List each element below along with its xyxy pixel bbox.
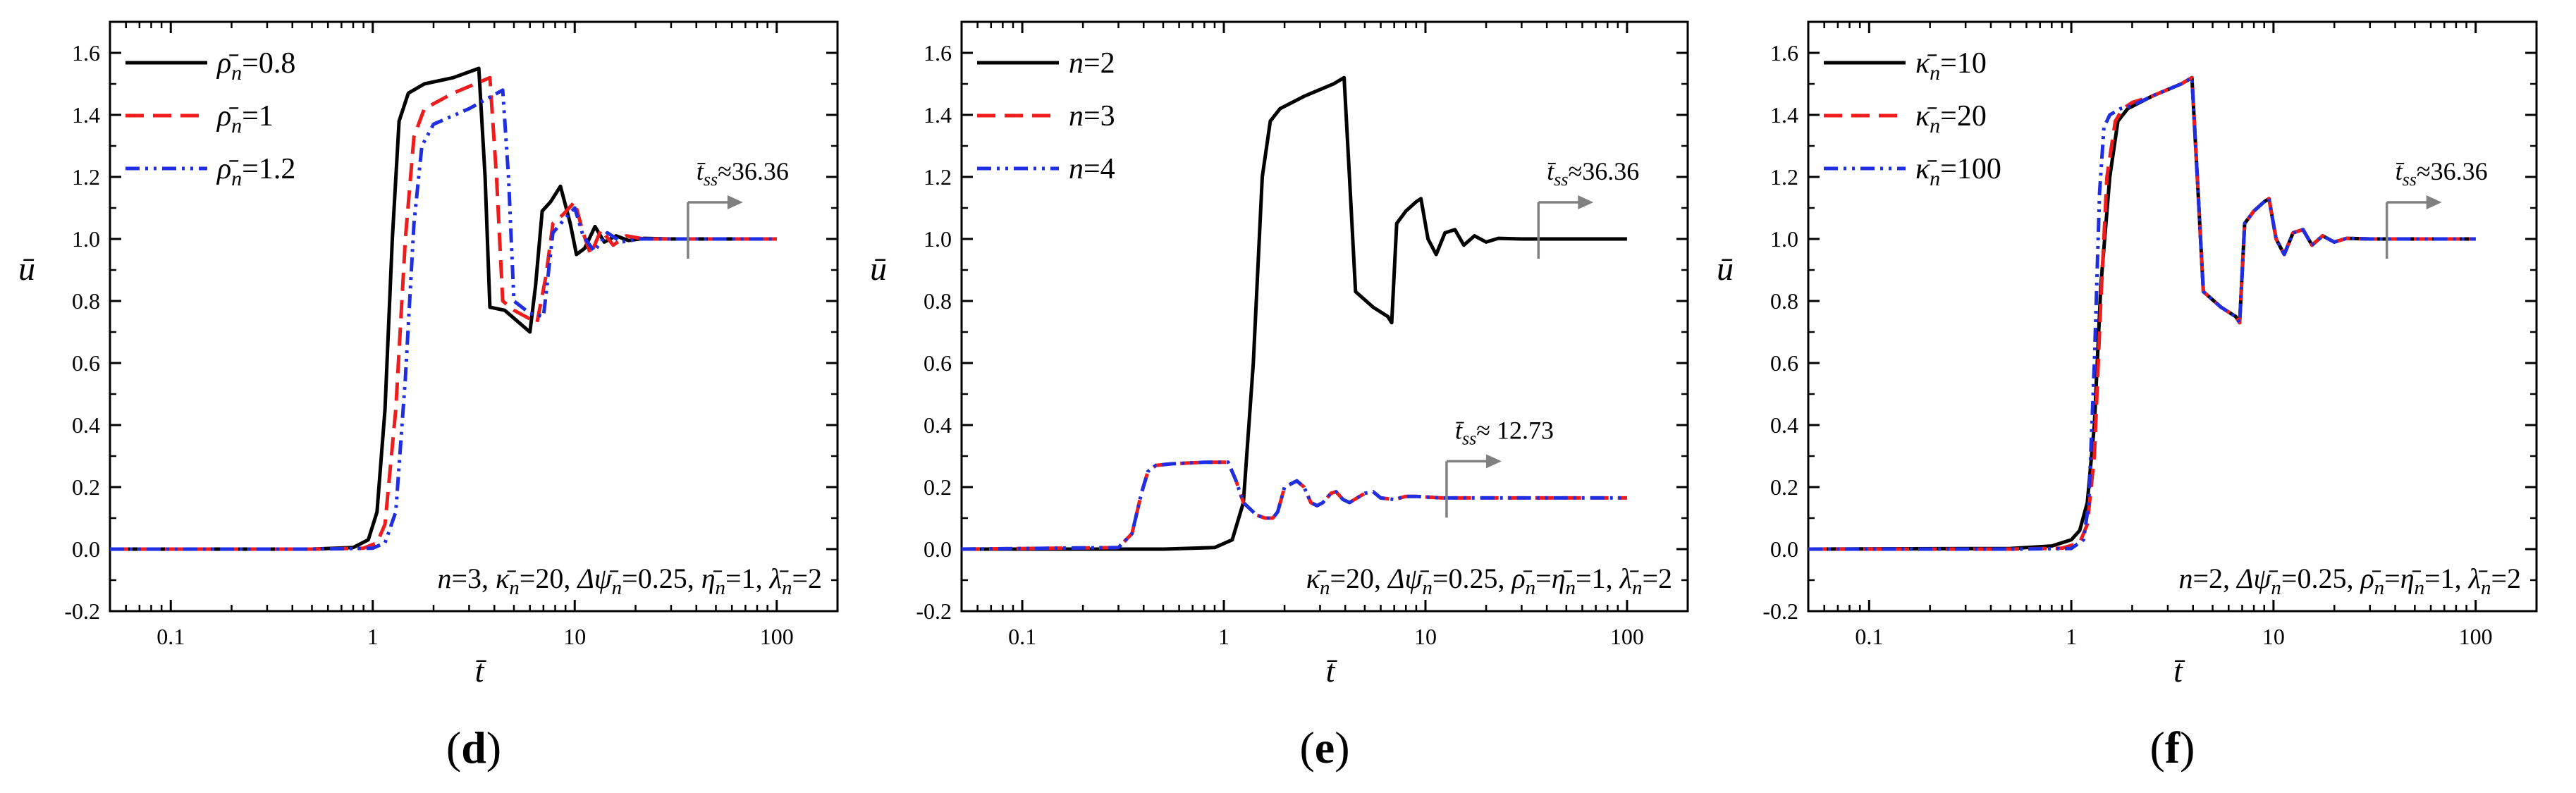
series-line-2 bbox=[1808, 75, 2476, 551]
y-tick-label: 1.2 bbox=[72, 164, 100, 190]
legend-label-1: κ̄n=10 bbox=[1915, 47, 1987, 85]
panel-label-e: (e) bbox=[1299, 723, 1349, 773]
series-line-1 bbox=[1808, 75, 2476, 551]
y-tick-label: 0.2 bbox=[72, 474, 100, 500]
y-tick-label: 0.2 bbox=[1770, 474, 1798, 500]
x-tick-label: 100 bbox=[760, 624, 794, 649]
y-tick-label: 1.0 bbox=[1770, 226, 1798, 252]
chart-panel-f: -0.2 0.0 0.2 0.4 0.6 0.8 1.0 1.2 1.4 1.6 0.1 1 10 100… bbox=[1717, 20, 2538, 689]
panel-label-f: (f) bbox=[2150, 723, 2195, 773]
series-line-1 bbox=[962, 75, 1627, 551]
arrow-head-icon bbox=[2426, 195, 2442, 209]
series-line-3 bbox=[962, 460, 1627, 551]
steady-state-label: t̄ss≈36.36 bbox=[697, 157, 789, 190]
series-line-3 bbox=[110, 88, 777, 551]
x-tick-label: 10 bbox=[1414, 624, 1437, 649]
steady-state-label: t̄ss≈36.36 bbox=[2396, 157, 2488, 190]
x-axis-label: t̄ bbox=[1326, 653, 1338, 689]
panel-label-d: (d) bbox=[446, 723, 501, 773]
y-tick-label: 0.2 bbox=[924, 474, 952, 500]
series-line-2 bbox=[962, 460, 1627, 551]
legend-label-2: ρ̄n=1 bbox=[216, 100, 274, 137]
y-tick-label: 0.8 bbox=[924, 288, 952, 314]
legend: κ̄n=10 κ̄n=20 κ̄n=100 bbox=[1824, 47, 2001, 190]
y-tick-label: 1.6 bbox=[924, 40, 952, 66]
y-tick-label: 1.2 bbox=[1770, 164, 1798, 190]
y-axis-label: ū bbox=[870, 250, 887, 288]
legend-label-3: ρ̄n=1.2 bbox=[216, 153, 295, 190]
y-tick-label: -0.2 bbox=[64, 598, 100, 624]
x-tick-label: 0.1 bbox=[157, 624, 185, 649]
steady-state-marker bbox=[1445, 454, 1502, 518]
y-tick-label: 1.4 bbox=[924, 102, 952, 128]
steady-state-label: t̄ss≈36.36 bbox=[1547, 157, 1639, 190]
plot-frame bbox=[109, 20, 839, 613]
arrow-head-icon bbox=[1578, 195, 1594, 209]
x-tick-label: 1 bbox=[2066, 624, 2077, 649]
x-tick-label: 100 bbox=[1610, 624, 1644, 649]
steady-state-marker bbox=[2385, 195, 2442, 259]
legend: n=2 n=3 n=4 bbox=[977, 47, 1115, 185]
chart-panel-e: -0.2 0.0 0.2 0.4 0.6 0.8 1.0 1.2 1.4 1.6 0.1 1 10 100… bbox=[870, 20, 1689, 689]
parameter-caption: κ̄n=20, Δψ̄n=0.25, ρ̄n=η̄n=1, λ̄n=2 bbox=[1306, 563, 1672, 599]
arrow-head-icon bbox=[1485, 454, 1502, 469]
legend-label-1: ρ̄n=0.8 bbox=[216, 47, 295, 85]
series-line-3 bbox=[1808, 75, 2476, 551]
x-tick-label: 0.1 bbox=[1008, 624, 1036, 649]
series-line-1 bbox=[110, 66, 777, 551]
arrow-head-icon bbox=[727, 195, 743, 209]
y-tick-label: 0.0 bbox=[924, 536, 952, 562]
parameter-caption: n=3, κ̄n=20, Δψ̄n=0.25, η̄n=1, λ̄n=2 bbox=[437, 563, 822, 599]
y-axis-label: ū bbox=[1717, 250, 1734, 288]
y-tick-label: -0.2 bbox=[916, 598, 952, 624]
y-tick-label: 1.4 bbox=[72, 102, 100, 128]
y-tick-label: 0.8 bbox=[72, 288, 100, 314]
legend: ρ̄n=0.8 ρ̄n=1 ρ̄n=1.2 bbox=[125, 47, 295, 190]
y-tick-label: 1.6 bbox=[1770, 40, 1798, 66]
y-tick-label: 0.0 bbox=[1770, 536, 1798, 562]
x-tick-label: 0.1 bbox=[1855, 624, 1883, 649]
x-tick-label: 10 bbox=[2262, 624, 2285, 649]
y-tick-label: 1.0 bbox=[72, 226, 100, 252]
legend-label-3: n=4 bbox=[1069, 153, 1115, 185]
parameter-caption: n=2, Δψ̄n=0.25, ρ̄n=η̄n=1, λ̄n=2 bbox=[2178, 563, 2521, 599]
steady-state-marker bbox=[1537, 195, 1594, 259]
y-tick-label: 1.4 bbox=[1770, 102, 1798, 128]
y-tick-label: -0.2 bbox=[1762, 598, 1798, 624]
x-axis-label: t̄ bbox=[475, 653, 487, 689]
plot-frame bbox=[1807, 20, 2538, 613]
legend-label-2: κ̄n=20 bbox=[1915, 100, 1987, 137]
y-tick-label: 0.8 bbox=[1770, 288, 1798, 314]
y-tick-label: 0.4 bbox=[72, 412, 100, 438]
legend-label-3: κ̄n=100 bbox=[1915, 153, 2001, 190]
y-axis-label: ū bbox=[18, 250, 35, 288]
legend-label-2: n=3 bbox=[1069, 100, 1115, 133]
steady-state-marker bbox=[687, 195, 743, 259]
x-tick-label: 10 bbox=[563, 624, 586, 649]
y-tick-label: 0.0 bbox=[72, 536, 100, 562]
plot-frame bbox=[960, 20, 1689, 613]
y-tick-label: 1.6 bbox=[72, 40, 100, 66]
x-tick-label: 1 bbox=[1218, 624, 1229, 649]
y-tick-label: 0.6 bbox=[72, 350, 100, 376]
series-line-2 bbox=[110, 75, 777, 551]
legend-label-1: n=2 bbox=[1069, 47, 1115, 80]
y-tick-label: 0.4 bbox=[1770, 412, 1798, 438]
chart-panel-d: -0.2 0.0 0.2 0.4 0.6 0.8 1.0 1.2 1.4 1.6 0.1 1 10 100… bbox=[18, 20, 839, 689]
x-tick-label: 100 bbox=[2459, 624, 2493, 649]
y-tick-label: 0.4 bbox=[924, 412, 952, 438]
y-tick-label: 1.0 bbox=[924, 226, 952, 252]
y-tick-label: 0.6 bbox=[1770, 350, 1798, 376]
x-axis-label: t̄ bbox=[2173, 653, 2185, 689]
y-tick-label: 1.2 bbox=[924, 164, 952, 190]
x-tick-label: 1 bbox=[367, 624, 379, 649]
y-tick-label: 0.6 bbox=[924, 350, 952, 376]
steady-state-label: t̄ss≈ 12.73 bbox=[1455, 416, 1554, 448]
